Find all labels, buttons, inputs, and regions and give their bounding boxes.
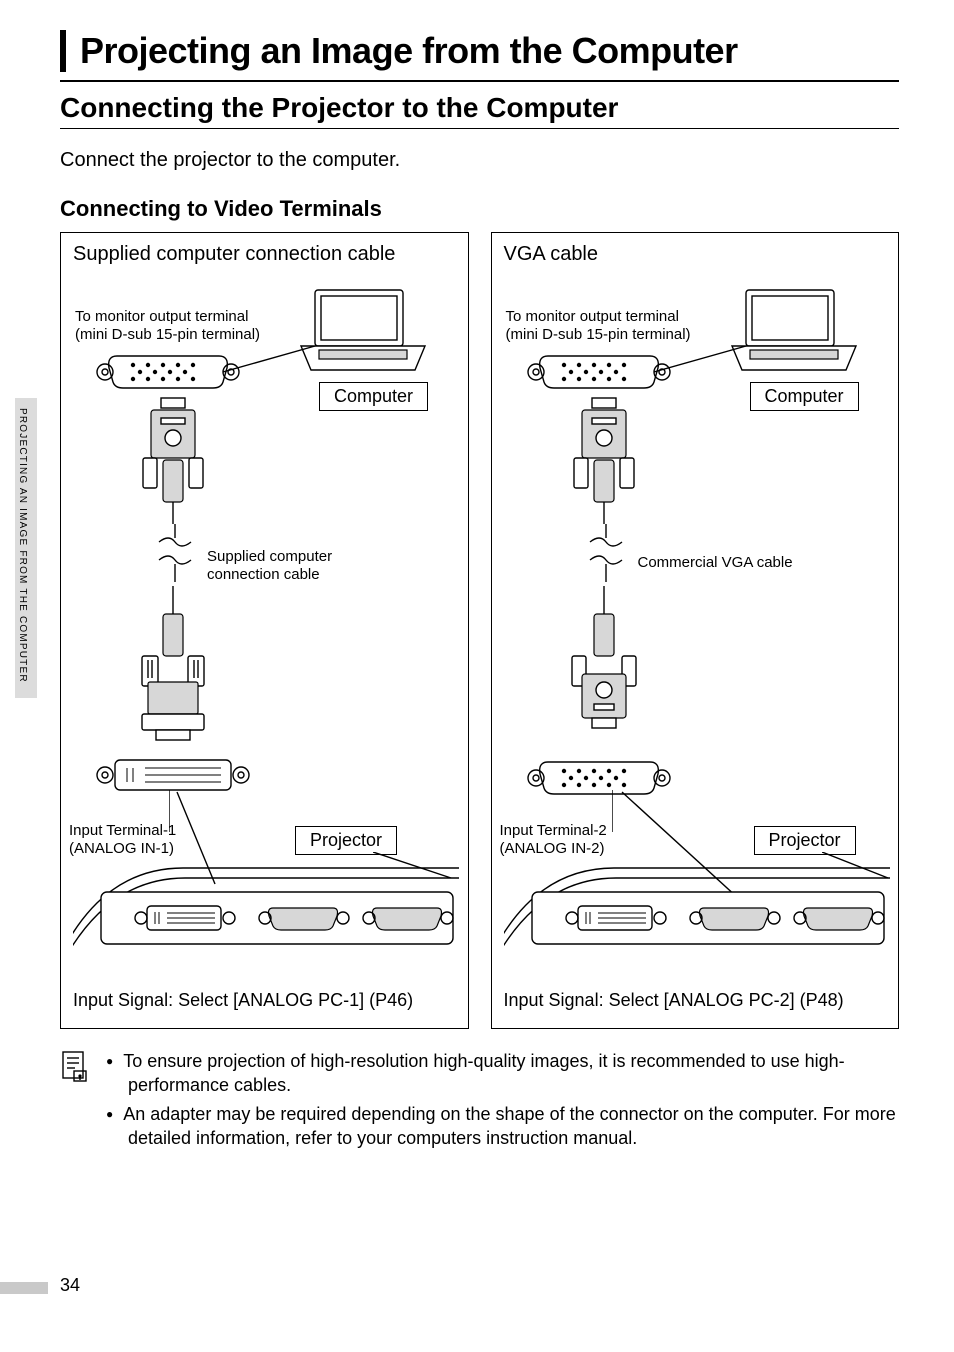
input-signal-left: Input Signal: Select [ANALOG PC-1] (P46) <box>73 990 413 1011</box>
panel-right: VGA cable To monitor output terminal (mi… <box>491 232 900 1029</box>
page-title: Projecting an Image from the Computer <box>80 30 899 72</box>
panel-right-body: To monitor output terminal (mini D-sub 1… <box>504 276 887 1016</box>
note-icon <box>60 1049 88 1154</box>
input-signal-right: Input Signal: Select [ANALOG PC-2] (P48) <box>504 990 844 1011</box>
monitor-label-l1: To monitor output terminal <box>75 308 248 327</box>
computer-label-left: Computer <box>319 382 428 411</box>
cable-top-connector-icon <box>133 396 213 526</box>
cable-label-r: Commercial VGA cable <box>638 554 793 573</box>
projector-label-left: Projector <box>295 826 397 855</box>
intro-text: Connect the projector to the computer. <box>60 149 899 172</box>
subtitle-rule <box>60 128 899 129</box>
callout-line-3r <box>822 852 912 892</box>
panel-left: Supplied computer connection cable To mo… <box>60 232 469 1029</box>
side-tab-text: PROJECTING AN IMAGE FROM THE COMPUTER <box>17 408 28 683</box>
dsub-port-icon <box>524 348 674 392</box>
notes-block: To ensure projection of high-resolution … <box>60 1049 899 1154</box>
cable-break-icon <box>155 524 195 584</box>
cable-bottom-connector-icon <box>562 586 646 746</box>
subtitle: Connecting the Projector to the Computer <box>60 92 899 124</box>
callout-line-1 <box>223 336 343 386</box>
title-rule <box>60 80 899 82</box>
cable-bottom-connector-icon <box>128 586 218 746</box>
input-term-l1: Input Terminal-1 <box>69 822 176 841</box>
computer-label-right: Computer <box>750 382 859 411</box>
input-term-r-l1: Input Terminal-2 <box>500 822 607 841</box>
note-2: An adapter may be required depending on … <box>106 1102 899 1151</box>
callout-line-3 <box>373 852 463 892</box>
panel-left-title: Supplied computer connection cable <box>73 243 456 266</box>
monitor-label-r-l1: To monitor output terminal <box>506 308 679 327</box>
note-1: To ensure projection of high-resolution … <box>106 1049 899 1098</box>
dsub-port-icon <box>93 348 243 392</box>
panel-left-body: To monitor output terminal (mini D-sub 1… <box>73 276 456 1016</box>
footer-bar <box>0 1282 48 1294</box>
cable-top-connector-icon <box>564 396 644 526</box>
input-term-l2: (ANALOG IN-1) <box>69 840 174 859</box>
cable-label-l1: Supplied computer <box>207 548 332 567</box>
page-number: 34 <box>60 1275 80 1296</box>
title-bar: Projecting an Image from the Computer <box>60 30 899 72</box>
callout-line-1r <box>654 336 774 386</box>
cable-break-icon <box>586 524 626 584</box>
cable-label-l2: connection cable <box>207 566 320 585</box>
panel-right-title: VGA cable <box>504 243 887 266</box>
section-heading: Connecting to Video Terminals <box>60 196 899 222</box>
input-term-r-l2: (ANALOG IN-2) <box>500 840 605 859</box>
